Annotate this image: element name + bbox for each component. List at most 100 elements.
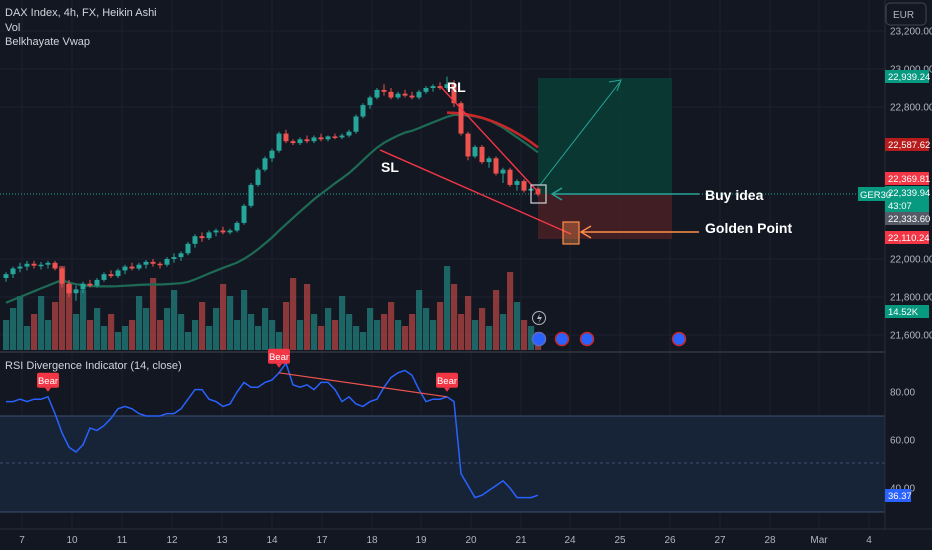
time-tick-label: 4 (866, 535, 872, 546)
price-marker-label: 22,339.94 (888, 188, 930, 199)
price-tick-label: 21,600.00 (890, 331, 932, 342)
golden-point-label: Golden Point (705, 220, 792, 236)
volume-bar (339, 296, 346, 350)
price-axis[interactable] (885, 0, 932, 550)
candle-body (514, 181, 520, 185)
volume-bar (451, 284, 458, 350)
rsi-tick-label: 80.00 (890, 388, 915, 399)
symbol-line[interactable]: DAX Index, 4h, FX, Heikin Ashi (5, 7, 157, 19)
volume-bar (178, 314, 185, 350)
candle-body (115, 270, 121, 277)
event-icon[interactable] (579, 331, 595, 347)
event-icon[interactable] (671, 331, 687, 347)
time-axis[interactable]: 7 10 11 12 13 14 17 18 19 20 21 24 25 26 27 28 Mar 4 (19, 535, 872, 546)
time-tick-label: 14 (266, 535, 278, 546)
volume-bar (213, 308, 220, 350)
price-marker (885, 212, 929, 225)
event-icons[interactable] (531, 311, 687, 347)
volume-bar (3, 320, 10, 350)
candle-body (101, 274, 107, 280)
candle-body (297, 139, 303, 144)
candle-body (24, 263, 30, 267)
candle-body (241, 205, 247, 223)
volume-bar (122, 326, 129, 350)
volume-bar (66, 284, 73, 350)
volume-bar (73, 314, 80, 350)
rsi-title: RSI Divergence Indicator (14, close) (5, 360, 182, 372)
candles (3, 76, 541, 301)
price-marker-label: 22,333.60 (888, 214, 930, 225)
candle-body (59, 268, 65, 284)
time-tick-label: 28 (764, 535, 776, 546)
price-marker (885, 70, 929, 83)
candle-body (192, 236, 198, 244)
price-tick-label: 21,800.00 (890, 293, 932, 304)
volume-bar (507, 272, 514, 350)
target-arrow-line[interactable] (539, 81, 621, 186)
indicator-vol[interactable]: Vol (5, 22, 20, 34)
volume-bar (262, 308, 269, 350)
volume-bar (332, 320, 339, 350)
candle-body (409, 95, 415, 98)
volume-bar (276, 332, 283, 350)
candle-body (304, 139, 310, 142)
volume-bar (409, 314, 416, 350)
volume-bar (381, 314, 388, 350)
currency-label: EUR (893, 10, 914, 21)
volume-bar (472, 320, 479, 350)
sl-trendline[interactable] (379, 149, 572, 235)
time-tick-label: 13 (216, 535, 228, 546)
indicator-vwap[interactable]: Belkhayate Vwap (5, 36, 90, 48)
candle-body (17, 266, 23, 269)
volume-bar (423, 308, 430, 350)
candle-body (437, 86, 443, 88)
candle-body (73, 289, 79, 294)
time-tick-label: 21 (515, 535, 527, 546)
bear-tag-pointer (276, 363, 282, 368)
bear-tag-label: Bear (38, 376, 58, 387)
symbol-tag[interactable] (858, 187, 885, 201)
candle-body (325, 136, 331, 140)
candle-body (451, 84, 457, 104)
event-icon[interactable] (554, 331, 570, 347)
sl-label: SL (381, 159, 399, 175)
price-tick-label: 23,200.00 (890, 27, 932, 38)
volume-bar (493, 290, 500, 350)
volume-bar (360, 332, 367, 350)
volume-bar (283, 302, 290, 350)
bear-tag (37, 372, 59, 388)
candle-body (206, 232, 212, 239)
volume-bars (3, 266, 542, 350)
time-tick-label: 17 (316, 535, 328, 546)
price-marker-label: 22,369.81 (888, 174, 930, 185)
volume-bar (206, 326, 213, 350)
volume-bar (521, 320, 528, 350)
bear-tag-pointer (45, 387, 51, 392)
event-icon[interactable] (531, 331, 547, 347)
rl-trendline[interactable] (439, 85, 541, 195)
volume-bar (255, 326, 262, 350)
profit-zone[interactable] (538, 78, 672, 194)
vwap-green-line (5, 113, 539, 304)
golden-point-box[interactable] (562, 221, 580, 245)
buy-marker-box[interactable] (530, 184, 547, 204)
volume-bar (486, 326, 493, 350)
price-marker-label: 22,587.62 (888, 140, 930, 151)
price-marker-label: 14.52K (888, 307, 919, 318)
candle-body (290, 141, 296, 144)
volume-bar (80, 290, 87, 350)
candle-body (171, 257, 177, 259)
volume-bar (136, 296, 143, 350)
bear-tag (268, 348, 290, 364)
candle-body (416, 91, 422, 98)
candle-body (80, 283, 86, 290)
volume-bar (297, 320, 304, 350)
volume-bar (430, 320, 437, 350)
currency-button[interactable] (885, 2, 927, 26)
candle-body (318, 137, 324, 140)
candle-body (157, 263, 163, 266)
candle-body (199, 236, 205, 239)
volume-bar (129, 320, 136, 350)
volume-bar (304, 284, 311, 350)
